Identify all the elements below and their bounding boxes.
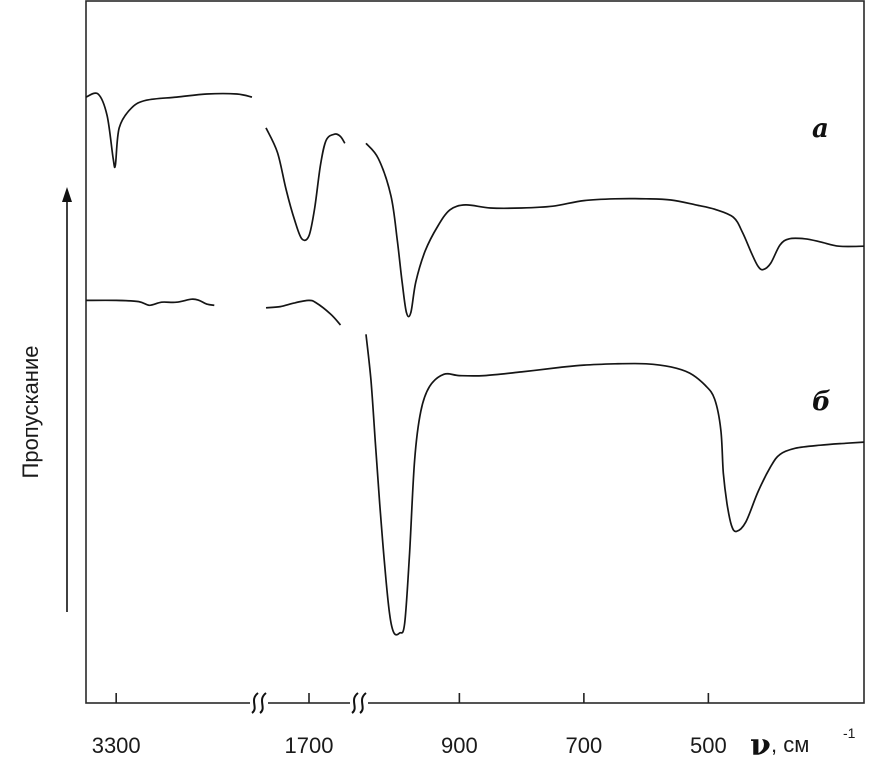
x-tick-label: 900 xyxy=(441,733,478,758)
y-axis: Пропускание xyxy=(18,187,72,612)
x-axis-breaks xyxy=(250,689,368,717)
x-axis-symbol: ν xyxy=(750,728,771,763)
series-a-segment-2 xyxy=(265,127,346,242)
x-axis-ticks: 3300 1700 900 700 500 xyxy=(92,693,727,758)
x-tick-label: 500 xyxy=(690,733,727,758)
spectrum-curves xyxy=(85,92,865,636)
axis-break-mark xyxy=(351,692,359,714)
axis-break-mark xyxy=(259,692,267,714)
x-tick-label: 1700 xyxy=(285,733,334,758)
x-axis-label: ν , см -1 xyxy=(750,725,856,763)
axis-break-mark xyxy=(359,692,367,714)
x-tick-label: 3300 xyxy=(92,733,141,758)
curve-label-b: б xyxy=(812,387,831,417)
x-axis-unit-exponent: -1 xyxy=(843,725,856,741)
y-axis-arrow-head xyxy=(62,187,72,202)
series-b-segment-1 xyxy=(85,298,215,307)
series-b-segment-3 xyxy=(365,334,865,636)
curve-label-a: а xyxy=(812,114,829,144)
axis-break-mark xyxy=(251,692,259,714)
series-b-segment-2 xyxy=(265,299,342,326)
series-a-segment-1 xyxy=(85,92,253,169)
x-tick-label: 700 xyxy=(566,733,603,758)
x-axis-unit: , см xyxy=(771,732,809,757)
series-a-segment-3 xyxy=(365,142,865,318)
plot-frame xyxy=(85,0,865,704)
y-axis-label: Пропускание xyxy=(18,346,43,479)
